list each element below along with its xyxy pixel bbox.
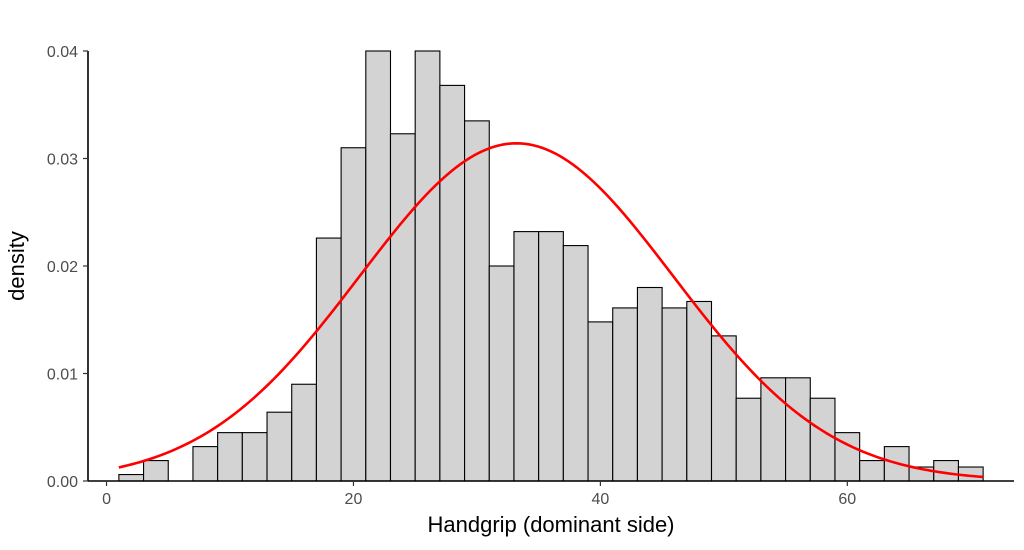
x-tick-label: 40	[591, 491, 609, 508]
y-axis-ticks: 0.00 0.01 0.02 0.03 0.04	[47, 44, 88, 491]
histogram-bar	[439, 84, 466, 482]
x-axis-title: Handgrip (dominant side)	[427, 512, 674, 537]
y-tick-label: 0.03	[47, 152, 78, 169]
x-axis-ticks: 0 20 40 60	[102, 481, 856, 508]
histogram-bar	[291, 383, 317, 482]
y-axis-title: density	[4, 231, 29, 301]
normal-density-curve	[118, 142, 984, 479]
y-tick-label: 0.04	[47, 44, 78, 61]
histogram-bar	[217, 432, 243, 482]
y-tick-label: 0.02	[47, 259, 78, 276]
x-tick-label: 0	[102, 491, 111, 508]
histogram-bar	[414, 50, 441, 482]
y-tick-label: 0.00	[47, 474, 78, 491]
histogram-bar	[612, 307, 638, 482]
histogram-bar	[587, 321, 614, 482]
histogram-bar	[340, 147, 367, 482]
histogram-bar	[809, 397, 836, 482]
histogram-bar	[464, 120, 490, 482]
x-tick-label: 20	[345, 491, 363, 508]
histogram-bar	[389, 133, 416, 482]
histogram-bar	[241, 432, 268, 482]
histogram-bar	[562, 245, 589, 482]
histogram-bars	[118, 50, 984, 482]
y-tick-label: 0.01	[47, 367, 78, 384]
histogram-bar	[735, 397, 762, 482]
histogram-bar	[315, 237, 342, 482]
histogram-bar	[266, 411, 293, 482]
histogram-bar	[859, 460, 885, 482]
histogram-bar	[636, 286, 663, 482]
histogram-bar	[760, 377, 787, 482]
histogram-bar	[488, 265, 515, 482]
histogram-bar	[686, 300, 713, 482]
histogram-bar	[785, 377, 811, 482]
histogram-bar	[365, 50, 392, 482]
histogram-bar	[192, 446, 219, 482]
histogram-bar	[513, 231, 540, 482]
histogram-bar	[538, 231, 564, 482]
histogram-bar	[710, 335, 737, 482]
histogram-bar	[661, 307, 688, 482]
x-tick-label: 60	[838, 491, 856, 508]
histogram-bar	[143, 460, 169, 482]
histogram-bar	[118, 473, 145, 482]
